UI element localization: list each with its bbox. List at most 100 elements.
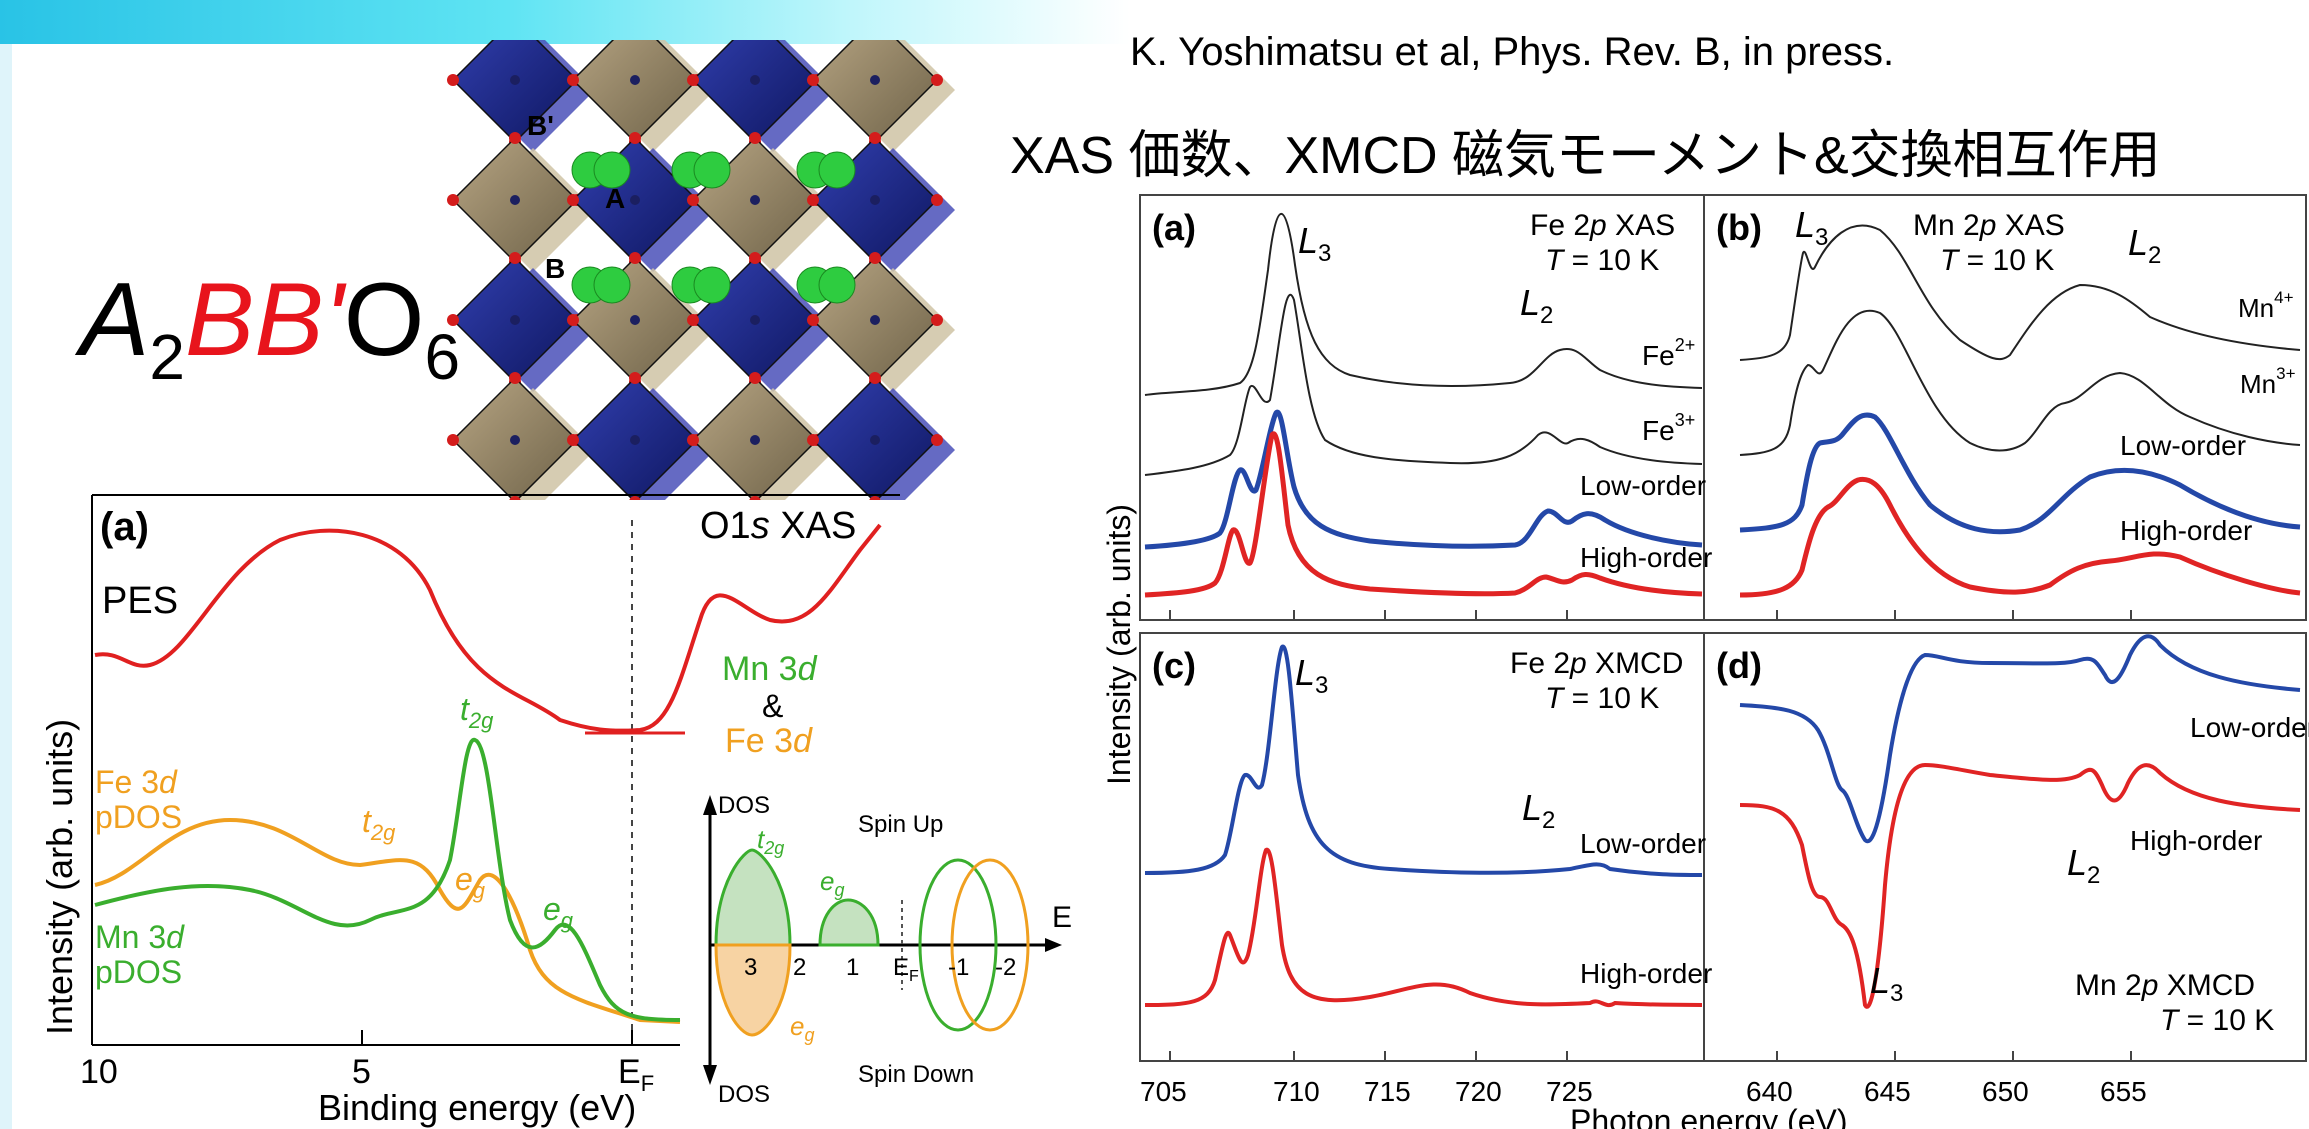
xas-tick-marks	[1169, 610, 2132, 1061]
oxygen-atom	[869, 372, 881, 384]
oxygen-atom	[509, 132, 521, 144]
oxygen-atom	[687, 314, 699, 326]
b-site-cation	[630, 435, 640, 445]
panel-a-high-curve	[1144, 431, 1703, 598]
xas-panel-c-title: Fe 2p XMCD	[1510, 647, 1683, 680]
crystal-structure-illustration: B' A B	[447, 40, 955, 500]
oxygen-atom	[931, 74, 943, 86]
xas-panel-a-l2: L2	[1520, 282, 1553, 329]
b-site-cation	[870, 315, 880, 325]
pes-ylabel: Intensity (arb. units)	[39, 719, 80, 1035]
xas-panel-a-temp: T = 10 K	[1545, 244, 1659, 277]
inset-tick-3: 3	[744, 954, 757, 981]
oxygen-atom	[629, 496, 641, 500]
xas-panel-d-high: High-order	[2130, 825, 2262, 856]
slide-heading: XAS 価数、XMCD 磁気モーメント&交換相互作用	[1010, 127, 2161, 185]
xas-panel-a-label: (a)	[1152, 207, 1196, 248]
oxygen-atom	[869, 132, 881, 144]
oxygen-atom	[931, 314, 943, 326]
oxygen-atom	[447, 314, 459, 326]
fe3d-label: Fe 3d	[725, 722, 813, 760]
formula-o: O	[343, 262, 425, 378]
mn-pdos-label: Mn 3d	[95, 919, 185, 955]
b-site-cation	[630, 195, 640, 205]
oxygen-atom	[869, 496, 881, 500]
pes-xtick-10: 10	[80, 1053, 118, 1091]
pes-panel: (a) PES O1s XAS Mn 3d & Fe 3d Fe 3d pDOS…	[39, 494, 1072, 1128]
inset-tick-m2: -2	[995, 954, 1016, 981]
oxygen-atom	[629, 372, 641, 384]
oxygen-atom	[807, 434, 819, 446]
panel-b-low-curve	[1739, 412, 2301, 535]
xas-xtick-650: 650	[1982, 1076, 2029, 1107]
b-site-cation	[870, 75, 880, 85]
b-site-cation	[750, 315, 760, 325]
a-site-ion	[693, 151, 731, 189]
panel-a-low-curve	[1144, 409, 1703, 550]
a-site-ion	[593, 266, 631, 304]
oxygen-atom	[749, 252, 761, 264]
xas-panel-b-temp: T = 10 K	[1940, 244, 2054, 277]
label-b-prime: B'	[527, 110, 554, 141]
panel-a-fe2-curve	[1144, 213, 1703, 396]
slide-left-stripe	[0, 44, 12, 1129]
panel-a-fe3-curve	[1144, 293, 1703, 476]
inset-tick-ef: EF	[893, 954, 919, 985]
b-site-cation	[750, 195, 760, 205]
oxygen-atom	[509, 496, 521, 500]
inset-tick-2: 2	[793, 954, 806, 981]
xas-panel-a-l3: L3	[1298, 220, 1331, 267]
xas-panel-b-high: High-order	[2120, 515, 2252, 546]
spin-up-t2g-lobe	[714, 848, 792, 947]
b-site-cation	[750, 75, 760, 85]
pes-xtick-ef: EF	[618, 1053, 654, 1096]
oxygen-atom	[807, 194, 819, 206]
oxygen-atom	[567, 74, 579, 86]
formula-o-sub: 6	[424, 321, 461, 393]
xas-panel-c-high: High-order	[1580, 958, 1712, 989]
b-site-cation	[630, 75, 640, 85]
xas-figure-frames	[1139, 194, 2307, 1062]
eg-fe-label: eg	[455, 861, 486, 903]
inset-e-axis-label: E	[1052, 901, 1072, 934]
oxygen-atom	[687, 434, 699, 446]
panel-c-high-curve	[1144, 847, 1703, 1008]
oxygen-atom	[447, 194, 459, 206]
a-site-ions	[571, 151, 856, 304]
a-site-ion	[693, 266, 731, 304]
panel-c-low-curve	[1144, 644, 1703, 877]
xas-xmcd-figure: (a) Fe 2p XAS T = 10 K L3 L2 Fe2+ Fe3+ L…	[1101, 194, 2309, 1129]
oxygen-atom	[567, 314, 579, 326]
b-site-cation	[510, 195, 520, 205]
double-perovskite-formula: A2BB'O6	[80, 268, 460, 389]
xas-xtick-705: 705	[1140, 1076, 1187, 1107]
panel-d-high-curve	[1739, 762, 2301, 1009]
mn3d-label: Mn 3d	[722, 650, 818, 688]
xas-panel-d-label: (d)	[1716, 645, 1762, 686]
oxygen-atom	[629, 252, 641, 264]
xas-panel-a-title: Fe 2p XAS	[1530, 209, 1675, 242]
xas-xlabel: Photon energy (eV)	[1570, 1103, 1848, 1129]
xas-xtick-710: 710	[1273, 1076, 1320, 1107]
oxygen-atom	[807, 74, 819, 86]
oxygen-atom	[629, 132, 641, 144]
formula-a: A	[80, 262, 150, 378]
panel-b-mn3-curve	[1739, 309, 2301, 456]
oxygen-atom	[687, 194, 699, 206]
xas-panel-b-label: (b)	[1716, 207, 1762, 248]
spin-up-eg-lobe	[818, 898, 880, 947]
xas-panel-d-l3: L3	[1870, 960, 1903, 1007]
oxygen-atom	[687, 74, 699, 86]
octahedra-group	[447, 40, 955, 500]
t2g-fe-label: t2g	[362, 803, 396, 845]
oxygen-atom	[869, 252, 881, 264]
xas-panel-c-temp: T = 10 K	[1545, 682, 1659, 715]
xas-panel-d-l2: L2	[2067, 842, 2100, 889]
mn-pdos-label-2: pDOS	[95, 954, 182, 990]
fe-pdos-curve	[94, 817, 681, 1024]
xas-panel-d-low: Low-order	[2190, 712, 2309, 743]
spin-down-label: Spin Down	[858, 1061, 974, 1088]
inset-eg-down-label: eg	[790, 1011, 814, 1045]
oxygen-atom	[749, 372, 761, 384]
xas-panel-b-low: Low-order	[2120, 430, 2246, 461]
